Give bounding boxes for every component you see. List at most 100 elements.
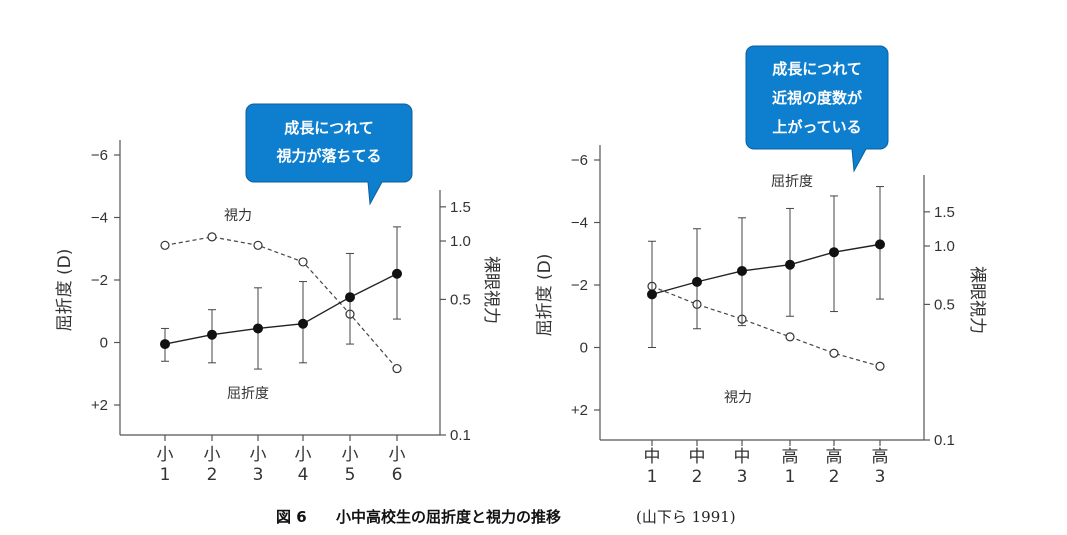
right-refraction-point xyxy=(829,247,839,258)
left-callout: 成長につれて 視力が落ちてる xyxy=(245,103,413,206)
left-chart-left-ticks: −6 −4 −2 0 +2 xyxy=(91,147,120,414)
left-category-number-label: 2 xyxy=(207,465,218,485)
right-acuity-point xyxy=(829,348,839,358)
left-acuity-point xyxy=(298,257,308,267)
right-category-number-label: 2 xyxy=(829,467,840,487)
left-acuity-line xyxy=(164,236,398,369)
right-right-tick-label: 1.0 xyxy=(934,238,955,255)
right-refraction-point xyxy=(647,289,657,300)
right-chart-left-axis-label: 屈折度 (D) xyxy=(535,254,555,337)
right-category-top-label: 高 xyxy=(872,447,889,467)
left-category-top-label: 小 xyxy=(157,445,174,465)
right-acuity-point xyxy=(875,361,885,371)
left-category-top-label: 小 xyxy=(389,445,406,465)
right-category-top-label: 高 xyxy=(782,447,799,467)
right-right-tick-label: 0.5 xyxy=(934,296,955,313)
right-refraction-point xyxy=(737,265,747,276)
right-right-tick-label: 1.5 xyxy=(934,204,955,221)
left-left-tick-label: +2 xyxy=(91,397,108,414)
left-acuity-point xyxy=(160,240,170,250)
left-refraction-point xyxy=(253,323,263,334)
right-category-number-label: 1 xyxy=(647,467,658,487)
left-callout-bubble xyxy=(245,103,413,206)
right-chart-left-ticks: −6 −4 −2 0 +2 xyxy=(571,152,600,419)
left-category-number-label: 1 xyxy=(160,465,171,485)
right-category-number-label: 2 xyxy=(692,467,703,487)
right-left-tick-label: +2 xyxy=(571,402,588,419)
left-category-top-label: 小 xyxy=(295,445,312,465)
right-callout-line-1: 成長につれて xyxy=(772,60,862,78)
right-refraction-line xyxy=(651,243,881,296)
left-acuity-point xyxy=(253,240,263,250)
right-right-tick-label: 0.1 xyxy=(934,432,955,449)
left-category-number-label: 6 xyxy=(392,465,403,485)
figure-caption: 図 6 小中高校生の屈折度と視力の推移 (山下ら 1991) xyxy=(276,508,736,526)
caption-title: 小中高校生の屈折度と視力の推移 xyxy=(336,508,561,526)
left-axes xyxy=(119,140,441,436)
right-callout-line-2: 近視の度数が xyxy=(772,89,863,107)
left-category-number-label: 5 xyxy=(345,465,356,485)
right-refraction-point xyxy=(785,259,795,270)
left-category-top-label: 小 xyxy=(204,445,221,465)
right-callout: 成長につれて 近視の度数が 上がっている xyxy=(745,45,889,173)
left-left-tick-label: −2 xyxy=(91,272,108,289)
left-chart-refraction-series xyxy=(160,226,402,370)
right-left-tick-label: −2 xyxy=(571,277,588,294)
right-acuity-line xyxy=(651,285,881,367)
right-left-tick-label: 0 xyxy=(580,340,588,357)
right-category-top-label: 中 xyxy=(689,447,706,467)
left-chart-acuity-series xyxy=(160,232,402,374)
left-chart-left-axis-label: 屈折度 (D) xyxy=(55,249,75,332)
left-refraction-point xyxy=(298,318,308,329)
left-right-tick-label: 0.5 xyxy=(450,291,471,308)
left-left-tick-label: −6 xyxy=(91,147,108,164)
left-category-number-label: 3 xyxy=(253,465,264,485)
left-refraction-point xyxy=(345,292,355,303)
left-left-tick-label: 0 xyxy=(100,335,108,352)
right-chart-refraction-label: 屈折度 xyxy=(771,174,813,190)
left-acuity-point xyxy=(207,232,217,242)
right-acuity-point xyxy=(785,332,795,342)
right-chart-right-ticks: 1.5 1.0 0.5 0.1 xyxy=(924,204,955,449)
right-category-top-label: 中 xyxy=(644,447,661,467)
left-chart-acuity-label: 視力 xyxy=(224,208,252,224)
right-callout-line-3: 上がっている xyxy=(772,118,861,136)
left-chart-right-ticks: 1.5 1.0 0.5 0.1 xyxy=(440,199,471,444)
right-left-tick-label: −6 xyxy=(571,152,588,169)
left-refraction-point xyxy=(392,268,402,279)
left-callout-line-2: 視力が落ちてる xyxy=(275,147,381,165)
right-chart-acuity-label: 視力 xyxy=(724,390,752,406)
left-right-tick-label: 1.5 xyxy=(450,199,471,216)
left-category-top-label: 小 xyxy=(342,445,359,465)
right-refraction-point xyxy=(692,276,702,287)
left-right-tick-label: 1.0 xyxy=(450,233,471,250)
left-chart-refraction-label: 屈折度 xyxy=(227,386,269,402)
caption-source: (山下ら 1991) xyxy=(636,508,736,526)
right-category-number-label: 3 xyxy=(875,467,886,487)
left-refraction-point xyxy=(160,339,170,350)
left-refraction-point xyxy=(207,329,217,340)
left-right-tick-label: 0.1 xyxy=(450,427,471,444)
right-callout-bubble xyxy=(745,45,889,173)
left-refraction-line xyxy=(164,273,398,345)
right-category-top-label: 中 xyxy=(734,447,751,467)
left-acuity-point xyxy=(392,363,402,374)
right-refraction-point xyxy=(875,239,885,250)
right-chart-right-axis-label: 裸眼視力 xyxy=(967,266,987,334)
right-left-tick-label: −4 xyxy=(571,215,588,232)
left-left-tick-label: −4 xyxy=(91,210,108,227)
right-axes xyxy=(599,145,925,441)
left-callout-line-1: 成長につれて xyxy=(284,119,374,137)
left-category-number-label: 4 xyxy=(298,465,309,485)
right-category-top-label: 高 xyxy=(826,447,843,467)
caption-figure-number: 図 6 xyxy=(276,508,307,526)
left-category-top-label: 小 xyxy=(250,445,267,465)
right-chart-acuity-series xyxy=(647,281,885,371)
right-chart-refraction-series xyxy=(647,186,885,348)
right-category-number-label: 1 xyxy=(785,467,796,487)
